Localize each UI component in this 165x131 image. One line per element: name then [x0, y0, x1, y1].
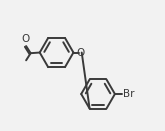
Text: O: O	[21, 34, 30, 44]
Text: Br: Br	[123, 89, 135, 99]
Text: O: O	[76, 48, 85, 58]
